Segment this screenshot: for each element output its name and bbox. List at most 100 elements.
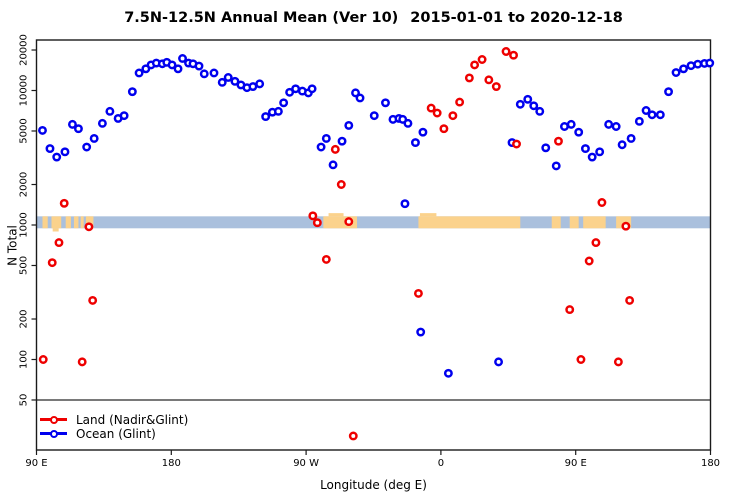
data-point-land [464, 73, 474, 83]
data-point-ocean [199, 69, 209, 79]
data-point-ocean [351, 88, 360, 98]
page-title: 7.5N-12.5N Annual Mean (Ver 10) 2015-01-… [36, 10, 711, 26]
data-point-land [432, 108, 442, 118]
data-point-land [613, 357, 623, 367]
data-point-ocean [523, 94, 533, 104]
data-point-land [344, 217, 354, 227]
data-point-land [426, 103, 436, 113]
y-tick-label: 50 [19, 394, 30, 407]
data-point-ocean [217, 77, 227, 87]
data-point-ocean [494, 357, 504, 367]
data-point-ocean [321, 134, 331, 143]
y-tick-label: 5000 [19, 118, 30, 143]
land-patch [73, 216, 79, 229]
data-point-ocean [403, 118, 413, 128]
data-point-ocean [316, 142, 326, 152]
data-point-land [448, 111, 458, 121]
data-point-land [512, 139, 521, 149]
data-point-land [591, 238, 601, 248]
data-point-ocean [551, 161, 561, 171]
data-point-ocean [194, 61, 204, 71]
legend-item-land: Land (Nadir&Glint) [40, 412, 189, 427]
data-point-ocean [328, 160, 338, 170]
data-point-ocean [105, 106, 115, 116]
data-point-ocean [611, 122, 621, 131]
data-point-ocean [671, 68, 681, 77]
y-axis-label: N Total [5, 225, 20, 266]
data-point-ocean [52, 152, 62, 162]
x-tick-label: 180 [162, 458, 181, 469]
data-point-ocean [693, 59, 703, 69]
data-point-land [47, 258, 57, 268]
data-point-ocean [400, 199, 410, 209]
data-point-land [565, 305, 575, 315]
data-point-ocean [127, 87, 137, 97]
data-point-ocean [679, 64, 688, 74]
data-point-ocean [381, 98, 390, 108]
x-tick-label: 90 E [25, 458, 47, 469]
data-point-ocean [574, 127, 584, 137]
data-point-land [439, 124, 449, 134]
land-patch [80, 216, 84, 229]
data-point-ocean [617, 140, 627, 150]
data-point-land [625, 295, 635, 305]
data-point-ocean [580, 144, 590, 154]
data-point-ocean [418, 127, 428, 137]
data-point-ocean [641, 106, 651, 115]
land-ocean-band [36, 216, 711, 229]
data-point-land [455, 97, 465, 107]
land-patch [51, 216, 62, 229]
data-point-ocean [686, 61, 696, 71]
y-tick-label: 100 [19, 350, 30, 369]
data-point-ocean [647, 110, 657, 120]
legend-label-land: Land (Nadir&Glint) [76, 412, 189, 427]
y-tick-label: 20000 [19, 34, 30, 66]
data-point-ocean [67, 119, 77, 129]
x-tick-label: 0 [438, 458, 444, 469]
data-point-land [38, 355, 48, 364]
data-point-ocean [535, 106, 545, 116]
data-point-ocean [515, 99, 525, 109]
land-patch [418, 216, 521, 229]
data-point-ocean [230, 76, 240, 86]
data-point-land [54, 238, 64, 248]
land-patch [65, 216, 71, 229]
data-point-ocean [626, 134, 636, 143]
data-point-land [88, 295, 98, 305]
data-point-ocean [178, 54, 187, 63]
legend: Land (Nadir&Glint) Ocean (Glint) [40, 412, 189, 441]
data-point-ocean [705, 58, 715, 68]
data-point-ocean [279, 98, 289, 108]
data-point-ocean [248, 82, 258, 91]
data-point-land [312, 218, 322, 228]
data-point-ocean [337, 136, 347, 146]
data-point-ocean [261, 112, 271, 122]
data-point-ocean [73, 124, 83, 134]
data-point-ocean [655, 110, 665, 120]
data-point-ocean [45, 144, 55, 154]
data-point-land [84, 222, 94, 232]
data-point-ocean [167, 60, 177, 70]
data-point-ocean [416, 327, 426, 337]
data-point-ocean [595, 147, 605, 157]
y-tick-label: 2000 [19, 172, 30, 197]
y-tick-label: 10000 [19, 75, 30, 107]
x-tick-label: 180 [701, 458, 720, 469]
data-point-ocean [119, 111, 129, 121]
x-tick-label: 90 E [565, 458, 587, 469]
data-point-ocean [38, 125, 47, 135]
data-point-land [470, 60, 480, 70]
data-point-ocean [529, 101, 539, 111]
data-point-land [330, 144, 340, 154]
data-point-land [484, 75, 494, 85]
data-point-ocean [344, 120, 354, 130]
title-region-text: 7.5N-12.5N Annual Mean (Ver 10) [124, 10, 399, 26]
land-marker-icon [40, 415, 67, 424]
title-daterange-text: 2015-01-01 to 2020-12-18 [410, 10, 623, 26]
data-point-land [576, 355, 586, 364]
data-point-land [348, 431, 358, 441]
data-point-land [501, 47, 511, 56]
legend-item-ocean: Ocean (Glint) [40, 427, 188, 441]
